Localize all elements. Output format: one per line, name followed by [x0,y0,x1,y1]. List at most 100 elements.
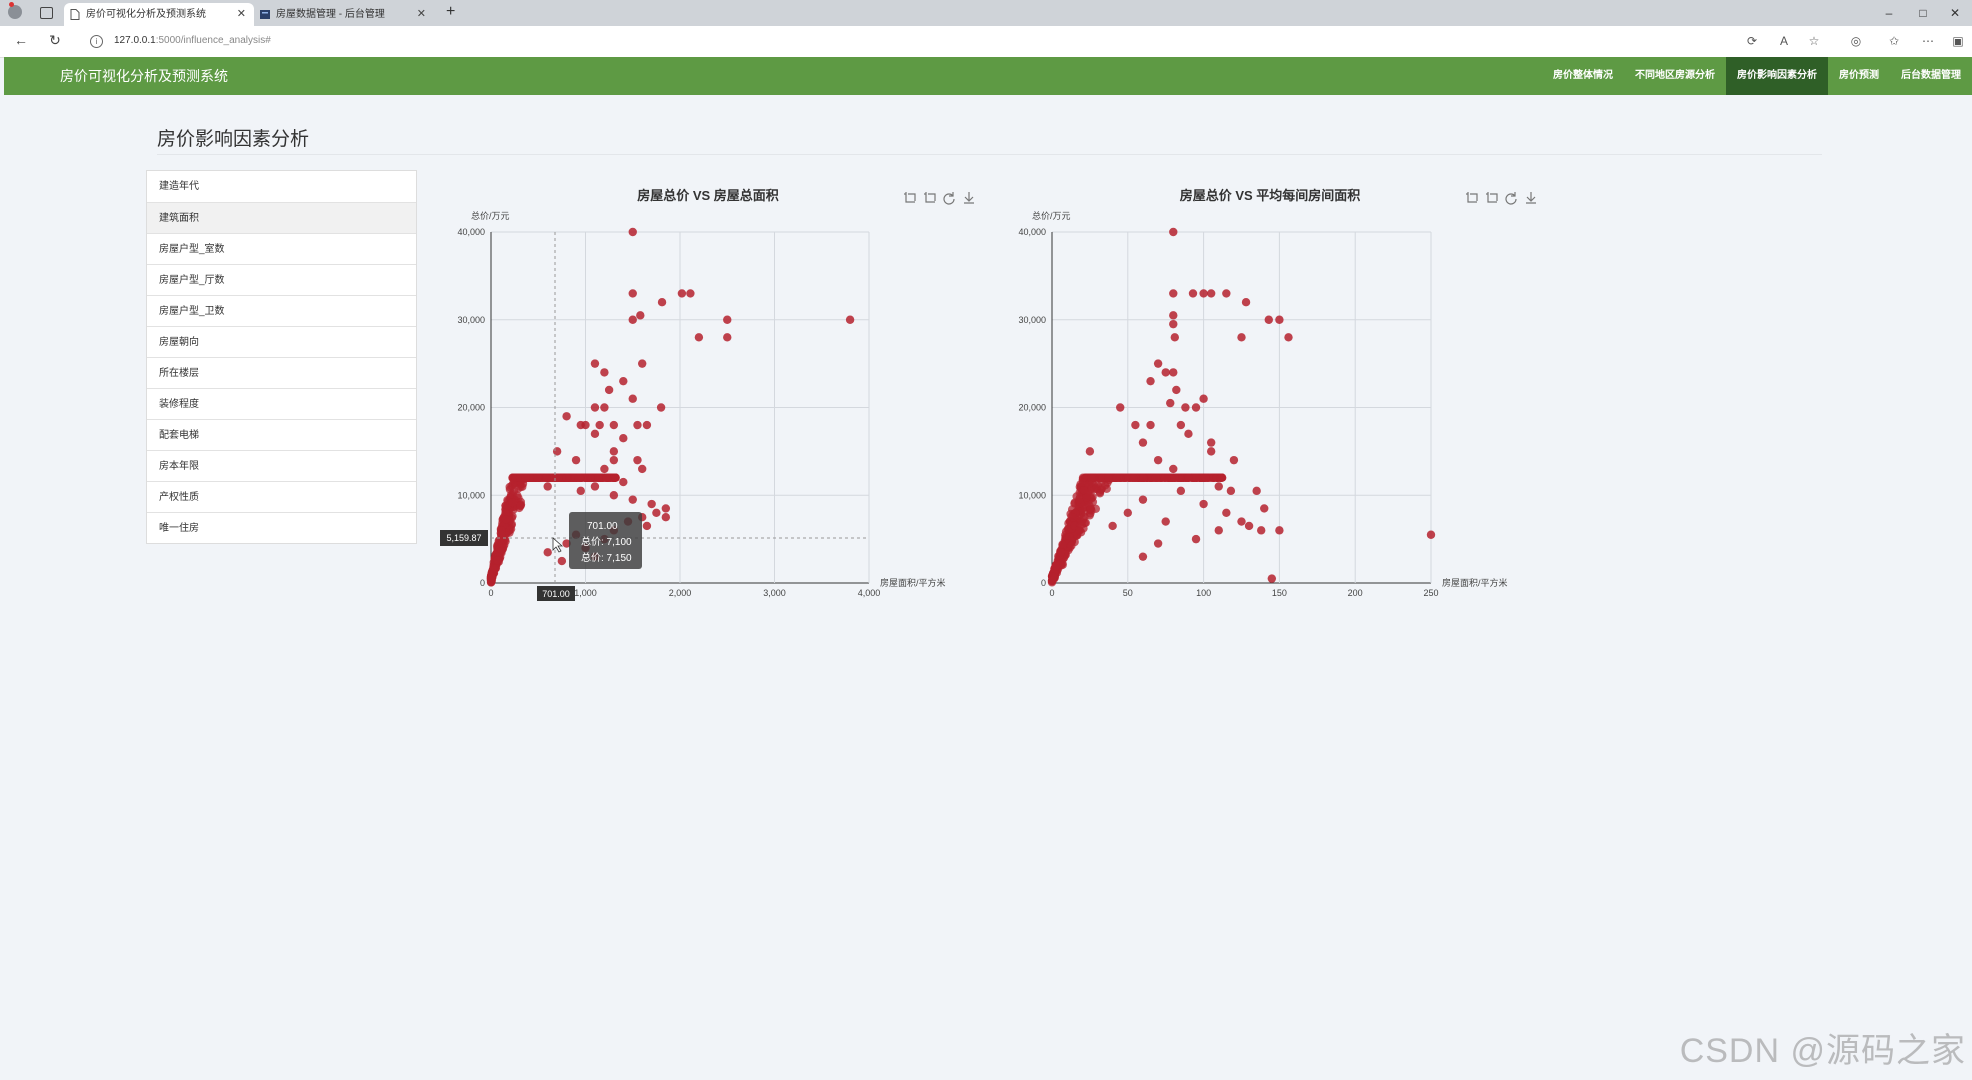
menu-item-overview[interactable]: 房价整体情况 [1553,70,1613,81]
scatter-point [491,563,500,573]
translate-icon[interactable]: ⟳ [1746,34,1758,48]
factor-item[interactable]: 房屋户型_厅数 [147,264,416,295]
profile-icon[interactable] [8,5,22,19]
scatter-point [580,473,590,482]
brand-title[interactable]: 房价可视化分析及预测系统 [60,68,228,84]
scatter-point [488,564,498,574]
scatter-point [1156,473,1165,482]
factor-item[interactable]: 唯一住房 [147,512,416,543]
scatter-point [1206,473,1216,482]
scatter-point [529,473,539,482]
scatter-point [1049,569,1058,578]
scatter-point [1149,473,1158,482]
scatter-point [1192,473,1201,482]
minimize-icon[interactable]: – [1885,6,1893,20]
factor-item[interactable]: 所在楼层 [147,357,416,388]
extensions-icon[interactable]: ◎ [1850,34,1862,48]
scatter-point [562,412,571,421]
more-icon[interactable]: ⋯ [1922,34,1934,48]
sidebar-icon[interactable]: ▣ [1952,34,1964,48]
scatter-point [557,473,566,482]
tab-main[interactable]: 房价可视化分析及预测系统 ✕ [64,3,254,26]
scatter-point [561,473,571,482]
scatter-point [1137,473,1146,482]
factor-item[interactable]: 房本年限 [147,450,416,481]
scatter-point [558,473,568,482]
scatter-point [522,473,531,482]
factor-item[interactable]: 建造年代 [159,181,199,192]
address-bar[interactable]: i 127.0.0.1:5000/influence_analysis# [78,30,1738,52]
new-tab-icon[interactable]: + [446,3,456,20]
tab-actions-icon[interactable] [40,7,53,19]
factor-item[interactable]: 房屋户型_室数 [147,233,416,264]
tab-close-icon[interactable]: ✕ [236,8,246,20]
scatter-point [521,473,530,482]
scatter-point [1056,547,1066,557]
close-window-icon[interactable]: ✕ [1949,6,1961,20]
scatter-point [1119,473,1129,482]
scatter-point [1181,473,1190,482]
menu-item-admin[interactable]: 后台数据管理 [1901,70,1961,81]
scatter-point [1091,473,1100,482]
scatter-point [506,493,515,502]
y-tick-label: 10,000 [1018,490,1046,500]
scatter-point [508,473,517,482]
reload-icon[interactable]: ↻ [49,32,61,48]
scatter-point [554,473,563,482]
factor-item-active[interactable]: 建筑面积 [147,202,416,233]
scatter-point [1108,473,1117,482]
scatter-point [1125,473,1134,482]
scatter-point [531,473,541,482]
scatter-point [1051,564,1060,573]
scatter-point [595,473,605,482]
scatter-point [1079,497,1088,506]
scatter-point [1188,473,1198,482]
scatter-point [583,473,592,482]
scatter-point [1136,473,1145,482]
scatter-point [542,473,552,482]
scatter-point [529,473,539,482]
tab-admin[interactable]: 房屋数据管理 - 后台管理 ✕ [254,3,434,26]
scatter-point [1148,473,1157,482]
read-aloud-icon[interactable]: A [1779,34,1788,48]
scatter-point [547,473,556,482]
scatter-point [1189,473,1198,482]
scatter-point [519,473,529,482]
back-icon[interactable]: ← [14,32,28,48]
scatter-point [1191,403,1201,412]
scatter-point [1237,517,1246,526]
factor-item[interactable]: 房屋朝向 [147,326,416,357]
scatter-point [1142,473,1152,482]
factor-item[interactable]: 装修程度 [147,388,416,419]
factor-item[interactable]: 产权性质 [147,481,416,512]
restore-window-icon[interactable]: □ [1919,6,1927,20]
scatter-point [510,495,520,504]
menu-item-influence[interactable]: 房价影响因素分析 [1726,57,1828,95]
menu-item-prediction[interactable]: 房价预测 [1839,70,1879,81]
scatter-point [1190,473,1199,482]
scatter-point [1148,473,1157,482]
scatter-point [1048,570,1058,579]
scatter-point [565,473,574,482]
scatter-point [1075,482,1084,492]
scatter-point [619,434,628,443]
scatter-point [560,473,569,482]
tab-close-icon[interactable]: ✕ [416,8,426,20]
favorites-icon[interactable]: ✩ [1888,34,1900,48]
scatter-point [1052,568,1062,577]
scatter-point [557,473,567,482]
favorite-star-icon[interactable]: ☆ [1808,34,1820,48]
scatter-point [1055,557,1065,566]
scatter-point [589,473,599,482]
scatter-point [1160,473,1169,482]
factor-item[interactable]: 配套电梯 [147,419,416,450]
factor-item[interactable]: 房屋户型_卫数 [147,295,416,326]
scatter-point [565,473,575,482]
scatter-point [550,473,559,482]
scatter-point [1216,473,1225,482]
scatter-point [1052,559,1062,569]
site-info-icon[interactable]: i [90,35,103,48]
scatter-point [492,548,501,558]
scatter-point [591,473,600,482]
menu-item-regions[interactable]: 不同地区房源分析 [1635,70,1715,81]
